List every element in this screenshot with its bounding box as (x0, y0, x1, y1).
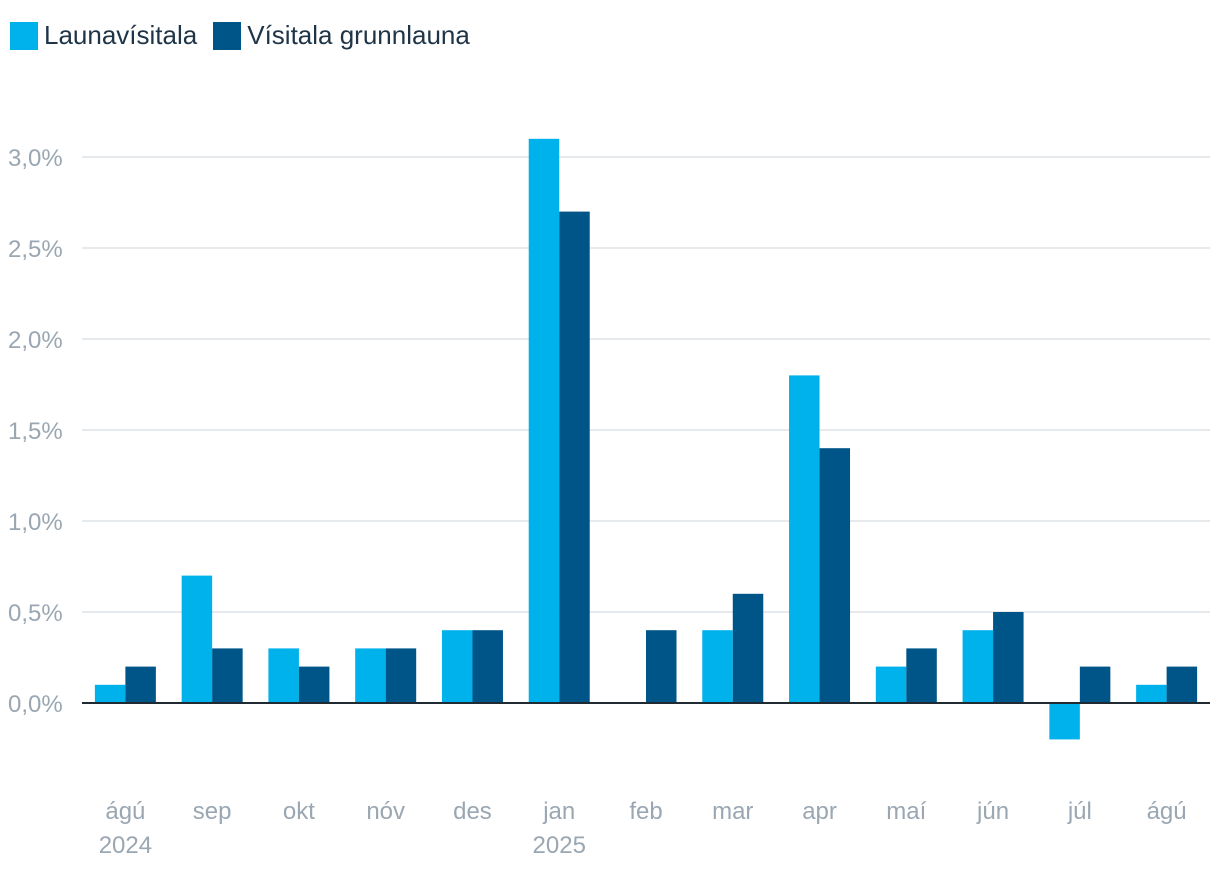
legend-item-launavisitala[interactable]: Launavísitala (10, 20, 197, 51)
legend-swatch-launavisitala (10, 21, 38, 50)
bar-visitala-grunnlauna[interactable] (472, 630, 503, 703)
bar-launavisitala[interactable] (702, 630, 733, 703)
y-tick-label: 1,0% (8, 509, 63, 536)
x-tick-label: ágú (105, 798, 145, 825)
x-tick-sublabel: 2025 (533, 832, 586, 859)
x-tick-label: apr (802, 798, 837, 825)
bar-launavisitala[interactable] (1136, 684, 1167, 703)
legend-item-visitala-grunnlauna[interactable]: Vísitala grunnlauna (213, 20, 470, 51)
bar-launavisitala[interactable] (441, 630, 473, 703)
y-tick-label: 2,0% (8, 327, 63, 354)
bar-visitala-grunnlauna[interactable] (125, 666, 156, 703)
legend-label-visitala-grunnlauna: Vísitala grunnlauna (247, 20, 470, 50)
x-tick-label: feb (629, 798, 662, 825)
bar-visitala-grunnlauna[interactable] (559, 211, 590, 703)
bar-visitala-grunnlauna[interactable] (993, 612, 1024, 703)
y-tick-label: 3,0% (8, 145, 63, 172)
bar-visitala-grunnlauna[interactable] (385, 648, 417, 703)
x-tick-label: maí (886, 798, 926, 825)
bar-launavisitala[interactable] (1049, 703, 1080, 740)
bar-launavisitala[interactable] (875, 666, 907, 703)
x-tick-label: des (453, 798, 492, 825)
bar-launavisitala[interactable] (181, 575, 213, 703)
y-tick-label: 2,5% (8, 236, 63, 263)
x-tick-label: jan (542, 798, 575, 825)
legend-label-launavisitala: Launavísitala (44, 20, 198, 50)
y-tick-label: 0,0% (8, 691, 63, 718)
bar-launavisitala[interactable] (355, 648, 386, 703)
bar-visitala-grunnlauna[interactable] (298, 666, 330, 703)
x-tick-sublabel: 2024 (99, 832, 152, 859)
bar-visitala-grunnlauna[interactable] (732, 593, 764, 703)
bar-launavisitala[interactable] (94, 684, 126, 703)
x-tick-label: okt (283, 798, 315, 825)
bar-launavisitala[interactable] (789, 375, 820, 703)
bar-visitala-grunnlauna[interactable] (906, 648, 937, 703)
x-tick-label: nóv (366, 798, 405, 825)
bar-visitala-grunnlauna[interactable] (1079, 666, 1111, 703)
legend: Launavísitala Vísitala grunnlauna (10, 20, 470, 51)
x-tick-label: ágú (1147, 798, 1187, 825)
x-tick-label: júl (1067, 798, 1092, 825)
x-tick-label: sep (193, 798, 232, 825)
legend-swatch-visitala-grunnlauna (213, 21, 242, 50)
bar-launavisitala[interactable] (268, 648, 299, 703)
x-tick-label: jún (976, 798, 1009, 825)
bar-launavisitala[interactable] (962, 630, 994, 703)
x-tick-label: mar (712, 798, 753, 825)
bar-visitala-grunnlauna[interactable] (646, 630, 677, 703)
bar-visitala-grunnlauna[interactable] (819, 448, 851, 703)
y-tick-label: 1,5% (8, 418, 63, 445)
bar-launavisitala[interactable] (528, 138, 560, 704)
bar-visitala-grunnlauna[interactable] (1166, 666, 1198, 703)
y-tick-label: 0,5% (8, 600, 63, 627)
bar-visitala-grunnlauna[interactable] (212, 648, 243, 703)
